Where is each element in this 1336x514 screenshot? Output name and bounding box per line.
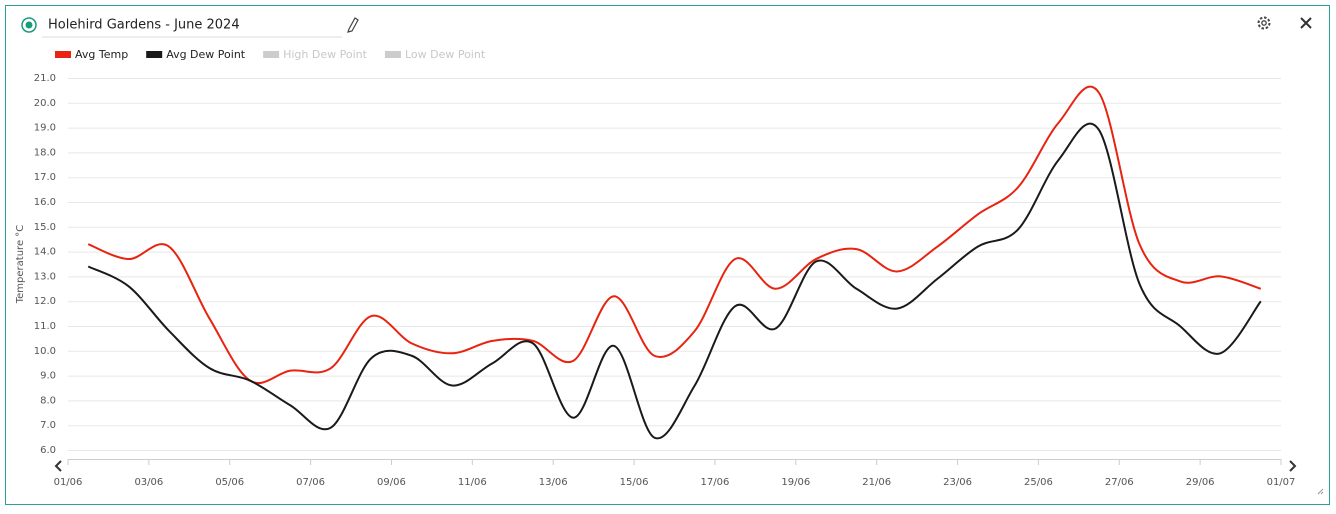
x-tick-label: 13/06 [539, 477, 568, 488]
x-tick-label: 23/06 [943, 477, 972, 488]
x-tick-label: 11/06 [458, 477, 487, 488]
legend-swatch [263, 51, 280, 58]
legend-swatch [55, 51, 71, 58]
y-tick-label: 17.0 [34, 172, 56, 183]
y-tick-label: 6.0 [40, 445, 56, 456]
y-tick-label: 13.0 [34, 271, 56, 282]
y-tick-label: 7.0 [40, 420, 56, 431]
y-tick-label: 18.0 [34, 147, 56, 158]
status-ring [21, 17, 37, 33]
series-line [87, 85, 1262, 384]
widget-title: Holehird Gardens - June 2024 [48, 18, 240, 33]
y-axis-label: Temperature °C [15, 225, 26, 305]
settings-icon[interactable] [1257, 16, 1271, 30]
legend-swatch [384, 51, 401, 58]
legend-swatch [146, 51, 163, 58]
legend-label[interactable]: Low Dew Point [405, 48, 486, 61]
next-arrow[interactable] [1289, 460, 1297, 472]
status-dot [25, 21, 33, 29]
y-tick-label: 12.0 [34, 296, 56, 307]
y-tick-label: 21.0 [34, 73, 56, 84]
x-tick-label: 19/06 [781, 477, 810, 488]
legend-label[interactable]: Avg Dew Point [166, 48, 246, 61]
x-tick-label: 01/06 [54, 477, 83, 488]
close-icon[interactable] [1300, 17, 1312, 29]
x-tick-label: 17/06 [701, 477, 730, 488]
y-tick-label: 16.0 [34, 197, 56, 208]
resize-handle[interactable] [1317, 488, 1324, 495]
y-tick-label: 20.0 [34, 98, 56, 109]
widget-border [5, 5, 1330, 505]
y-tick-label: 9.0 [40, 371, 56, 382]
prev-arrow[interactable] [54, 460, 62, 472]
x-tick-label: 09/06 [377, 477, 406, 488]
x-tick-label: 25/06 [1024, 477, 1053, 488]
x-tick-label: 01/07 [1267, 477, 1296, 488]
x-tick-label: 27/06 [1105, 477, 1134, 488]
series-line [87, 122, 1262, 440]
x-tick-label: 03/06 [134, 477, 163, 488]
x-tick-label: 15/06 [620, 477, 649, 488]
x-tick-label: 05/06 [215, 477, 244, 488]
y-tick-label: 8.0 [40, 395, 56, 406]
x-tick-label: 07/06 [296, 477, 325, 488]
y-tick-label: 15.0 [34, 222, 56, 233]
legend-label[interactable]: Avg Temp [75, 48, 128, 61]
y-tick-label: 14.0 [34, 247, 56, 258]
y-tick-label: 19.0 [34, 123, 56, 134]
x-tick-label: 21/06 [862, 477, 891, 488]
x-tick-label: 29/06 [1186, 477, 1215, 488]
y-tick-label: 10.0 [34, 346, 56, 357]
y-tick-label: 11.0 [34, 321, 56, 332]
edit-icon[interactable] [347, 17, 359, 33]
legend-label[interactable]: High Dew Point [283, 48, 368, 61]
